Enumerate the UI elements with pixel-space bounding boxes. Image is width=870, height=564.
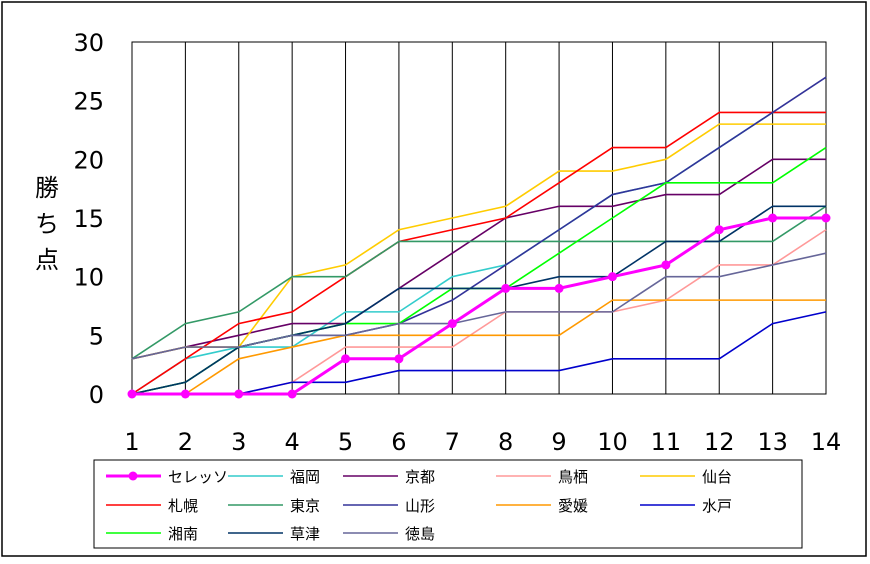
legend-label: 水戸 xyxy=(702,497,732,515)
series-point xyxy=(661,260,671,270)
y-tick-label: 10 xyxy=(73,264,104,292)
y-tick-label: 15 xyxy=(73,205,104,233)
series-point xyxy=(394,354,404,364)
legend-label: 徳島 xyxy=(405,525,435,543)
series-line-10 xyxy=(132,311,827,395)
y-tick-label: 30 xyxy=(73,29,104,57)
x-tick-label: 12 xyxy=(704,428,735,456)
legend-label: 鳥栖 xyxy=(558,468,588,486)
series-point xyxy=(821,213,831,223)
legend-label: 京都 xyxy=(405,468,435,486)
series-point xyxy=(127,389,137,399)
legend-label: 札幌 xyxy=(168,497,198,515)
y-axis-label: 勝ち点 xyxy=(35,174,59,274)
legend-box xyxy=(93,459,803,549)
series-point xyxy=(554,283,564,293)
series-point xyxy=(447,319,457,329)
legend-label: 福岡 xyxy=(290,468,320,486)
x-tick-label: 4 xyxy=(285,428,300,456)
series-point xyxy=(607,272,617,282)
x-tick-label: 10 xyxy=(597,428,628,456)
x-tick-label: 11 xyxy=(651,428,682,456)
series-point xyxy=(341,354,351,364)
x-tick-label: 13 xyxy=(757,428,788,456)
legend-label: 山形 xyxy=(405,497,435,515)
legend-label: セレッソ xyxy=(168,468,228,486)
x-tick-label: 6 xyxy=(391,428,406,456)
legend-label: 東京 xyxy=(290,497,320,515)
y-axis-label-char: 勝 xyxy=(35,174,59,202)
series-line-9 xyxy=(132,299,826,395)
legend-label: 湘南 xyxy=(168,525,198,543)
series-line-1 xyxy=(132,216,826,396)
series-point xyxy=(234,389,244,399)
legend-marker xyxy=(128,471,138,481)
series-point xyxy=(714,225,724,235)
legend-label: 愛媛 xyxy=(558,497,588,515)
legend-label: 仙台 xyxy=(702,468,732,486)
series-line-3 xyxy=(131,158,826,360)
x-tick-label: 7 xyxy=(445,428,460,456)
series-point xyxy=(287,389,297,399)
y-axis-label-char: ち xyxy=(35,210,59,238)
legend-label: 草津 xyxy=(290,525,320,543)
x-tick-label: 9 xyxy=(551,428,566,456)
y-tick-label: 20 xyxy=(73,146,104,174)
x-tick-label: 1 xyxy=(124,428,139,456)
series-line-5 xyxy=(131,123,826,360)
plot-area xyxy=(131,41,827,395)
y-tick-label: 0 xyxy=(89,381,104,409)
series-point xyxy=(180,389,190,399)
y-tick-label: 25 xyxy=(73,88,104,116)
series-point xyxy=(768,213,778,223)
series-line-6 xyxy=(131,111,826,395)
x-tick-label: 8 xyxy=(498,428,513,456)
x-tick-label: 2 xyxy=(178,428,193,456)
y-tick-label: 5 xyxy=(89,322,104,350)
series-point xyxy=(501,283,511,293)
series-line-13 xyxy=(131,252,827,360)
series-lines xyxy=(127,76,831,399)
x-tick-label: 3 xyxy=(231,428,246,456)
x-tick-label: 5 xyxy=(338,428,353,456)
x-tick-label: 14 xyxy=(811,428,842,456)
y-axis-label-char: 点 xyxy=(35,246,59,274)
